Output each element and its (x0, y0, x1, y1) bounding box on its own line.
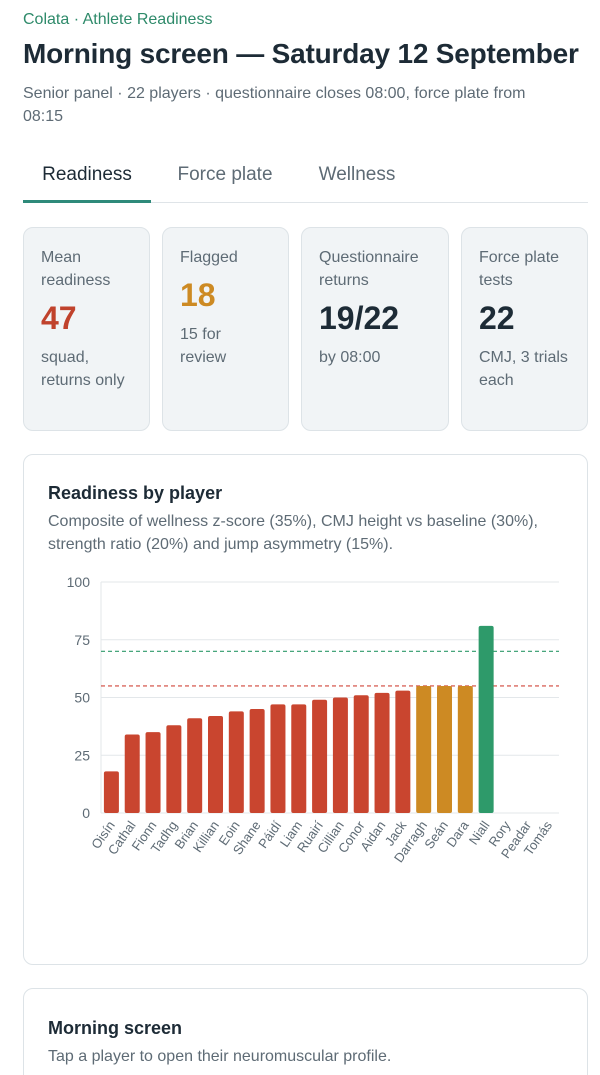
morning-screen-card: Morning screen Tap a player to open thei… (23, 988, 588, 1075)
x-tick-label: Seán (421, 818, 451, 851)
bar (166, 725, 182, 813)
y-tick-label: 100 (67, 574, 91, 590)
tab-force-plate[interactable]: Force plate (177, 164, 273, 185)
readiness-bar-chart: 0255075100OisínCathalFionnTadhgBrianKill… (67, 574, 559, 865)
bar (291, 704, 307, 813)
kpi-flagged: Flagged 18 15 for review (162, 227, 289, 431)
x-tick-label: Dara (443, 817, 472, 849)
tab-bar: Readiness Force plate Wellness (23, 150, 588, 203)
bar (312, 699, 328, 813)
bar (416, 685, 432, 813)
y-tick-label: 0 (82, 805, 90, 821)
kpi-sub: squad, returns only (41, 349, 125, 389)
kpi-label: Flagged (180, 249, 238, 266)
kpi-label: Mean readiness (41, 249, 111, 289)
page-subtitle: Senior panel · 22 players · questionnair… (23, 85, 526, 125)
kpi-value: 47 (41, 300, 77, 336)
y-tick-label: 75 (74, 632, 90, 648)
morning-screen-subtitle: Tap a player to open their neuromuscular… (48, 1048, 392, 1065)
morning-screen-title: Morning screen (48, 1018, 183, 1038)
y-tick-label: 25 (74, 747, 90, 763)
bar (103, 771, 119, 813)
bar (353, 695, 369, 813)
kpi-mean-readiness: Mean readiness 47 squad, returns only (23, 227, 150, 431)
kpi-force-plate-tests: Force plate tests 22 CMJ, 3 trials each (461, 227, 588, 431)
chart-subtitle: Composite of wellness z-score (35%), CMJ… (48, 513, 538, 553)
bar (270, 704, 286, 813)
tab-wellness[interactable]: Wellness (318, 164, 396, 185)
kpi-value: 22 (479, 300, 515, 336)
bar (395, 690, 411, 813)
bar (187, 718, 203, 813)
bar (145, 732, 161, 813)
kpi-value: 18 (180, 277, 216, 313)
page-title: Morning screen — Saturday 12 September (23, 38, 579, 69)
kpi-questionnaire-returns: Questionnaire returns 19/22 by 08:00 (301, 227, 449, 431)
bar (332, 697, 348, 813)
bar (478, 625, 494, 813)
bar (374, 692, 390, 813)
kpi-label: Force plate tests (479, 249, 560, 289)
bar (124, 734, 140, 813)
bar (437, 685, 452, 813)
chart-title: Readiness by player (48, 483, 223, 503)
kpi-sub: 15 for review (180, 326, 227, 366)
kpi-label: Questionnaire returns (319, 249, 419, 289)
kpi-sub: CMJ, 3 trials each (479, 349, 568, 389)
x-tick-label: Páidí (255, 818, 285, 851)
readiness-chart-card: Readiness by player Composite of wellnes… (23, 454, 588, 965)
kpi-sub: by 08:00 (319, 349, 381, 366)
breadcrumb[interactable]: Colata · Athlete Readiness (23, 11, 213, 28)
tab-readiness[interactable]: Readiness (23, 150, 151, 203)
bar (457, 685, 473, 813)
bar (208, 715, 223, 813)
kpi-value: 19/22 (319, 300, 400, 336)
bar (249, 709, 265, 813)
y-tick-label: 50 (74, 690, 90, 706)
bar (228, 711, 244, 813)
